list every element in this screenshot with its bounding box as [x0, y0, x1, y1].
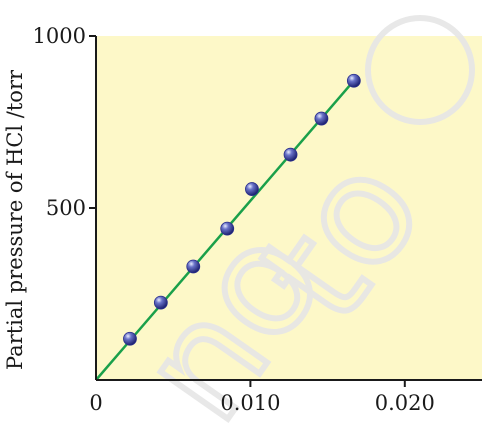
data-point — [123, 331, 137, 346]
y-axis-label: Partial pressure of HCl /torr — [3, 69, 27, 370]
x-tick-label: 0.020 — [375, 391, 435, 415]
data-point — [314, 111, 329, 126]
x-tick-label: 0 — [89, 391, 102, 415]
data-point — [245, 182, 259, 196]
plot-background — [96, 36, 482, 380]
y-tick-label: 500 — [46, 196, 86, 220]
data-points — [123, 73, 361, 346]
x-tick-label: 0.010 — [220, 391, 280, 415]
x-ticks: 0 0.010 0.020 — [89, 380, 435, 415]
data-point — [346, 73, 361, 88]
data-point — [153, 295, 168, 310]
data-point — [220, 221, 235, 236]
data-point — [283, 147, 298, 162]
y-tick-label: 1000 — [33, 24, 86, 48]
y-ticks: 500 1000 — [33, 24, 96, 220]
data-point — [186, 259, 201, 274]
